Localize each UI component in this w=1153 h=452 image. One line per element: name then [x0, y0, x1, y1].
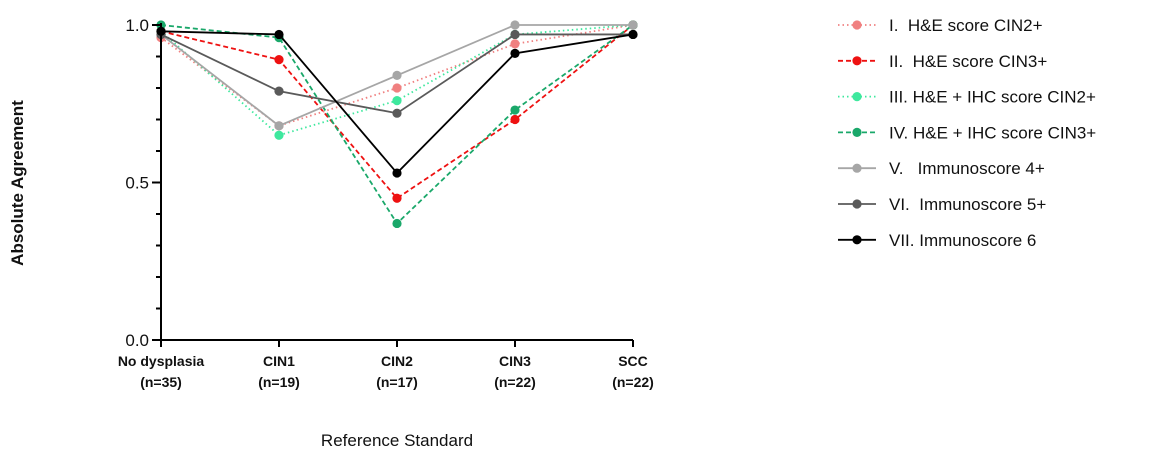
- x-tick-count-label: (n=19): [258, 374, 300, 390]
- legend: I. H&E score CIN2+ II. H&E score CIN3+ III…: [838, 16, 1096, 250]
- y-tick-label: 1.0: [125, 16, 149, 35]
- x-tick-label: No dysplasia: [118, 353, 205, 369]
- series-1-point: [392, 83, 402, 93]
- y-tick-label: 0.0: [125, 331, 149, 350]
- series-2-point: [392, 193, 402, 203]
- series-6-point: [392, 108, 402, 118]
- series-5-point: [510, 20, 520, 30]
- series-6-point: [274, 86, 284, 96]
- legend-marker-6: [852, 199, 862, 209]
- series-4-point: [392, 218, 402, 229]
- legend-marker-4: [852, 127, 862, 137]
- series-3-point: [392, 96, 402, 106]
- legend-label-6: VI. Immunoscore 5+: [889, 195, 1046, 214]
- x-tick-label: CIN2: [381, 353, 413, 369]
- legend-marker-2: [852, 56, 862, 66]
- x-tick-count-label: (n=17): [376, 374, 418, 390]
- y-tick-label: 0.5: [125, 174, 149, 193]
- x-axis-title: Reference Standard: [321, 431, 473, 450]
- legend-label-1: I. H&E score CIN2+: [889, 16, 1043, 35]
- series-4-point: [510, 105, 520, 115]
- series-5-point: [628, 20, 638, 30]
- series-3-point: [274, 130, 284, 140]
- y-axis-title: Absolute Agreement: [8, 100, 27, 266]
- legend-marker-1: [852, 20, 862, 30]
- series-5-point: [274, 121, 284, 131]
- legend-marker-3: [852, 92, 862, 102]
- legend-label-7: VII. Immunoscore 6: [889, 231, 1036, 250]
- x-tick-label: CIN1: [263, 353, 295, 369]
- x-tick-count-label: (n=22): [494, 374, 536, 390]
- legend-label-2: II. H&E score CIN3+: [889, 52, 1047, 71]
- x-tick-count-label: (n=22): [612, 374, 654, 390]
- axes: 0.0 0.5 1.0 No dysplasia (n=35) CIN1 (n=19) CIN…: [118, 16, 654, 390]
- legend-label-3: III. H&E + IHC score CIN2+: [889, 88, 1096, 107]
- series-2-point: [510, 114, 520, 125]
- series-line-3: [160, 24, 634, 137]
- series-1-point: [510, 39, 520, 49]
- x-tick-count-label: (n=35): [140, 374, 182, 390]
- series-7-point: [510, 48, 520, 58]
- series-6-point: [510, 29, 520, 40]
- series-line-2: [160, 24, 634, 200]
- series-2-point: [274, 55, 284, 65]
- legend-marker-7: [852, 235, 862, 245]
- plot-area: [156, 20, 638, 229]
- series-7-point: [274, 29, 284, 40]
- legend-marker-5: [852, 163, 862, 173]
- series-5-point: [392, 70, 402, 80]
- legend-label-4: IV. H&E + IHC score CIN3+: [889, 123, 1096, 142]
- x-tick-label: CIN3: [499, 353, 531, 369]
- legend-label-5: V. Immunoscore 4+: [889, 159, 1045, 178]
- x-tick-label: SCC: [618, 353, 648, 369]
- series-7-point: [628, 29, 638, 40]
- series-7-point: [392, 168, 402, 178]
